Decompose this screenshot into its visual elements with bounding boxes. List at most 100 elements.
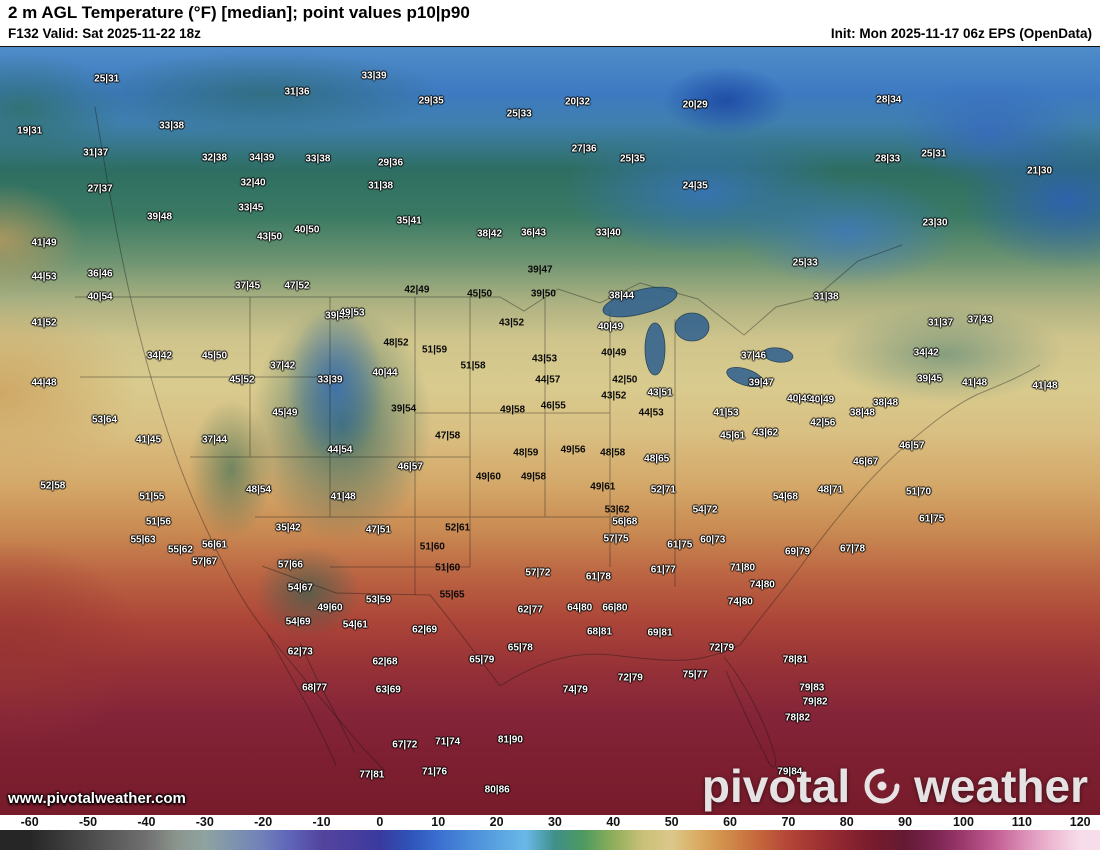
point-value-label: 71|80 (729, 562, 756, 574)
point-value-label: 46|67 (853, 456, 879, 468)
point-value-label: 55|62 (167, 544, 193, 556)
colorbar-tick: -40 (137, 815, 156, 829)
map-header: 2 m AGL Temperature (°F) [median]; point… (0, 0, 1100, 46)
point-value-label: 25|35 (619, 153, 646, 165)
colorbar-tick: 90 (898, 815, 913, 829)
point-value-label: 37|42 (270, 360, 296, 372)
state-borders (80, 297, 676, 595)
point-value-label: 68|81 (586, 626, 613, 638)
point-value-label: 44|54 (327, 444, 353, 456)
point-value-label: 67|78 (839, 543, 866, 554)
colorbar-tick: -10 (312, 815, 331, 829)
colorbar-tick: -50 (79, 815, 98, 829)
point-value-label: 52|58 (40, 480, 66, 492)
point-value-label: 48|54 (245, 484, 272, 496)
point-value-label: 41|48 (1032, 380, 1058, 392)
point-value-label: 61|77 (650, 564, 676, 576)
colorbar-tick: 50 (664, 815, 679, 829)
point-value-label: 49|53 (339, 307, 365, 319)
point-value-label: 40|49 (597, 321, 624, 333)
point-value-label: 23|30 (922, 217, 948, 229)
point-value-label: 35|42 (275, 522, 301, 534)
point-value-label: 62|77 (517, 604, 543, 616)
point-value-label: 37|45 (234, 280, 261, 292)
brand-logo-pivotal: pivotal (701, 760, 851, 812)
point-value-label: 39|54 (391, 403, 417, 415)
point-value-label: 51|56 (145, 516, 171, 528)
point-value-label: 34|39 (249, 152, 275, 164)
point-value-label: 29|35 (418, 95, 444, 107)
point-value-label: 40|49 (787, 393, 813, 405)
lake-michigan (644, 322, 666, 376)
point-value-label: 19|31 (17, 125, 43, 137)
point-value-label: 31|36 (284, 86, 310, 98)
point-value-label: 66|80 (602, 602, 628, 614)
temperature-map[interactable]: 25|31 31|36 33|39 29|35 25|33 20|32 20|29 28|34… (0, 46, 1100, 815)
point-value-label: 42|50 (612, 374, 638, 386)
point-value-label: 43|53 (531, 353, 558, 365)
point-value-label: 43|52 (601, 390, 627, 402)
colorbar-tick: 120 (1069, 815, 1091, 829)
point-value-label: 74|80 (749, 579, 775, 591)
point-value-label: 44|57 (535, 374, 561, 386)
point-value-label: 49|60 (317, 602, 343, 614)
point-value-label: 49|58 (500, 404, 526, 416)
point-value-label: 78|81 (782, 654, 808, 666)
point-value-label: 51|70 (905, 486, 932, 498)
point-value-label: 55|63 (130, 534, 156, 546)
point-value-label: 32|38 (201, 152, 228, 164)
colorbar-tick: -20 (254, 815, 273, 829)
point-value-label: 38|48 (872, 397, 899, 409)
point-value-label: 57|67 (192, 556, 218, 568)
point-value-label: 34|42 (146, 350, 173, 362)
point-value-label: 77|81 (359, 769, 385, 781)
lake-ontario (762, 347, 794, 363)
point-value-label: 41|49 (31, 237, 57, 249)
point-value-label: 48|65 (644, 453, 670, 465)
point-value-label: 41|48 (962, 377, 988, 389)
border-mexico (261, 565, 501, 687)
colorbar-tick: 60 (723, 815, 737, 829)
point-value-label: 37|46 (740, 350, 767, 362)
point-value-label: 61|78 (585, 571, 611, 583)
watermark-url: www.pivotalweather.com (8, 790, 186, 807)
point-value-label: 49|61 (590, 481, 616, 493)
point-value-label: 41|53 (713, 407, 739, 419)
point-value-label: 20|29 (682, 99, 708, 111)
point-value-label: 53|64 (91, 414, 118, 426)
map-title: 2 m AGL Temperature (°F) [median]; point… (8, 3, 470, 22)
point-value-label: 25|31 (94, 73, 120, 85)
point-value-label: 52|61 (445, 522, 471, 534)
point-value-label: 39|48 (146, 211, 173, 223)
point-value-label: 62|73 (287, 646, 313, 658)
point-value-label: 33|40 (595, 227, 621, 239)
point-value-label: 74|79 (562, 684, 588, 696)
point-value-label: 74|80 (727, 596, 753, 608)
point-value-label: 54|61 (342, 619, 368, 631)
lake-erie (726, 366, 764, 388)
point-value-label: 61|75 (667, 539, 693, 551)
point-value-label: 35|41 (396, 215, 422, 227)
point-value-label: 79|83 (799, 682, 825, 693)
point-value-label: 31|38 (368, 180, 394, 192)
point-value-label: 25|33 (792, 257, 818, 269)
point-value-label: 54|67 (287, 582, 313, 594)
colorbar-tick: 30 (547, 815, 562, 829)
point-value-label: 49|60 (475, 471, 501, 483)
point-value-label: 43|62 (753, 427, 779, 439)
point-value-label: 55|65 (439, 589, 465, 601)
point-value-label: 44|53 (31, 271, 57, 283)
point-value-label: 40|50 (294, 224, 320, 236)
point-value-label: 37|44 (201, 434, 228, 446)
colorbar-tick: -60 (20, 815, 39, 829)
point-value-label: 69|79 (784, 546, 811, 558)
point-value-label: 42|56 (810, 417, 836, 429)
point-value-label: 79|84 (777, 766, 803, 778)
point-value-label: 44|48 (31, 377, 57, 389)
map-borders (75, 106, 1041, 772)
point-value-label: 43|50 (256, 231, 283, 243)
colorbar-tick: 40 (606, 815, 621, 829)
point-value-label: 57|66 (277, 559, 303, 571)
point-value-label: 48|58 (600, 447, 626, 458)
point-value-label: 54|72 (692, 504, 718, 516)
